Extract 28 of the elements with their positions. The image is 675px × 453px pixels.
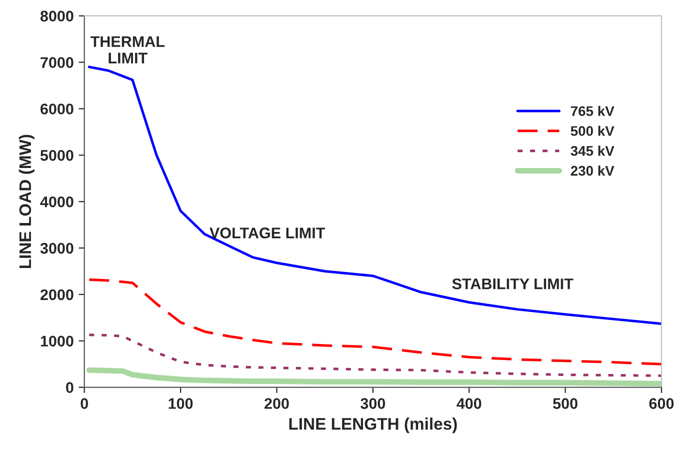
y-tick-label: 0 [66,382,74,393]
legend-label: 345 kV [570,146,614,156]
y-axis-title: LINE LOAD (MW) [18,134,34,268]
annotation: THERMAL LIMIT [90,36,165,64]
y-tick-label: 4000 [40,196,74,208]
x-tick-label: 400 [456,398,482,409]
x-tick-label: 100 [168,398,193,409]
y-tick-label: 2000 [40,289,74,300]
annotation: VOLTAGE LIMIT [210,228,326,238]
x-tick-label: 500 [553,398,578,409]
x-tick-label: 300 [360,398,386,409]
x-tick-label: 0 [80,398,88,409]
y-tick-label: 1000 [40,336,74,347]
y-tick-label: 3000 [40,242,74,254]
legend-label: 500 kV [570,126,614,136]
line-series [88,334,662,377]
legend-label: 765 kV [570,106,614,116]
line-series [88,278,662,366]
legend-label: 230 kV [570,166,614,176]
y-tick-label: 8000 [40,10,74,22]
y-tick-label: 6000 [40,104,74,114]
annotation: STABILITY LIMIT [452,278,574,290]
line-series [88,66,662,325]
y-tick-label: 5000 [40,150,74,161]
x-axis-title: LINE LENGTH (miles) [289,418,457,434]
y-tick-label: 7000 [40,57,74,68]
x-tick-label: 600 [649,398,674,409]
x-tick-label: 200 [264,398,289,409]
